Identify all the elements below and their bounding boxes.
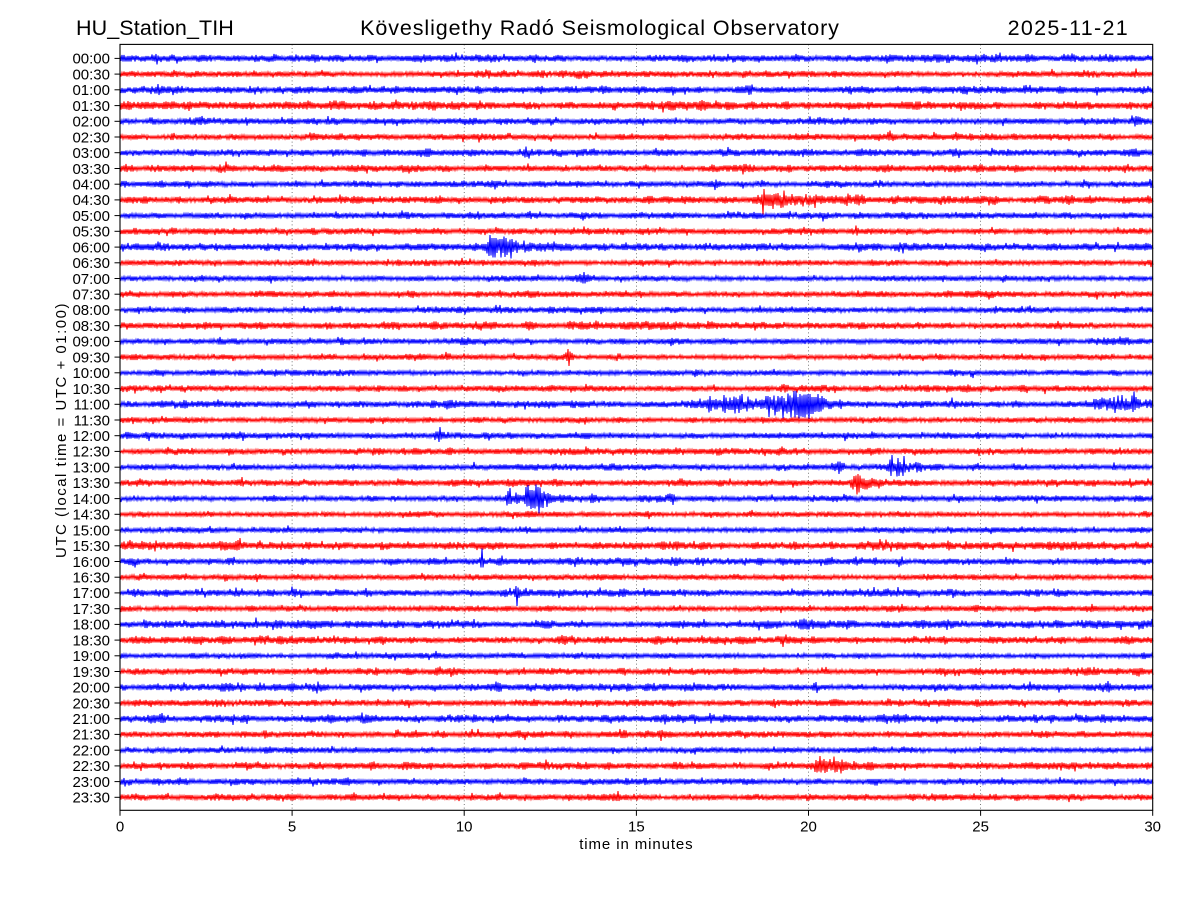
svg-text:09:30: 09:30 xyxy=(72,349,110,366)
svg-text:0: 0 xyxy=(116,818,124,835)
svg-text:Kövesligethy Radó Seismologica: Kövesligethy Radó Seismological Observat… xyxy=(360,16,840,40)
svg-text:22:30: 22:30 xyxy=(72,758,110,775)
svg-text:21:30: 21:30 xyxy=(72,727,110,744)
svg-text:UTC (local time = UTC + 01:00): UTC (local time = UTC + 01:00) xyxy=(53,302,70,558)
svg-text:14:30: 14:30 xyxy=(72,507,110,524)
svg-text:14:00: 14:00 xyxy=(72,491,110,508)
svg-text:03:00: 03:00 xyxy=(72,145,110,162)
svg-text:15: 15 xyxy=(628,818,645,835)
svg-text:04:30: 04:30 xyxy=(72,192,110,209)
svg-text:01:30: 01:30 xyxy=(72,98,110,115)
svg-text:19:30: 19:30 xyxy=(72,664,110,681)
svg-text:time in minutes: time in minutes xyxy=(579,836,693,853)
svg-text:25: 25 xyxy=(972,818,989,835)
svg-text:03:30: 03:30 xyxy=(72,161,110,178)
svg-text:04:00: 04:00 xyxy=(72,177,110,194)
svg-text:02:00: 02:00 xyxy=(72,114,110,131)
svg-text:08:30: 08:30 xyxy=(72,318,110,335)
svg-text:20:00: 20:00 xyxy=(72,680,110,697)
svg-text:16:30: 16:30 xyxy=(72,570,110,587)
svg-text:06:30: 06:30 xyxy=(72,255,110,272)
svg-text:18:30: 18:30 xyxy=(72,632,110,649)
svg-text:01:00: 01:00 xyxy=(72,82,110,99)
svg-text:02:30: 02:30 xyxy=(72,129,110,146)
svg-text:07:30: 07:30 xyxy=(72,287,110,304)
svg-text:00:00: 00:00 xyxy=(72,51,110,68)
svg-text:07:00: 07:00 xyxy=(72,271,110,288)
svg-text:17:00: 17:00 xyxy=(72,585,110,602)
svg-text:17:30: 17:30 xyxy=(72,601,110,618)
svg-text:22:00: 22:00 xyxy=(72,743,110,760)
svg-text:10:30: 10:30 xyxy=(72,381,110,398)
svg-text:21:00: 21:00 xyxy=(72,711,110,728)
svg-text:13:30: 13:30 xyxy=(72,475,110,492)
svg-text:13:00: 13:00 xyxy=(72,460,110,477)
svg-text:15:00: 15:00 xyxy=(72,522,110,539)
svg-text:5: 5 xyxy=(288,818,296,835)
svg-text:12:00: 12:00 xyxy=(72,428,110,445)
svg-text:09:00: 09:00 xyxy=(72,334,110,351)
svg-text:10: 10 xyxy=(456,818,473,835)
svg-text:11:00: 11:00 xyxy=(74,397,110,414)
svg-text:08:00: 08:00 xyxy=(72,302,110,319)
svg-text:05:30: 05:30 xyxy=(72,224,110,241)
svg-text:20: 20 xyxy=(800,818,817,835)
svg-text:HU_Station_TIH: HU_Station_TIH xyxy=(76,16,234,40)
svg-text:11:30: 11:30 xyxy=(74,412,110,429)
svg-text:12:30: 12:30 xyxy=(72,444,110,461)
svg-text:20:30: 20:30 xyxy=(72,695,110,712)
svg-text:16:00: 16:00 xyxy=(72,554,110,571)
svg-text:18:00: 18:00 xyxy=(72,617,110,634)
svg-text:10:00: 10:00 xyxy=(72,365,110,382)
svg-text:2025-11-21: 2025-11-21 xyxy=(1008,16,1129,40)
svg-text:23:30: 23:30 xyxy=(72,790,110,807)
svg-text:30: 30 xyxy=(1144,818,1161,835)
svg-text:15:30: 15:30 xyxy=(72,538,110,555)
svg-text:06:00: 06:00 xyxy=(72,239,110,256)
svg-text:00:30: 00:30 xyxy=(72,66,110,83)
svg-text:19:00: 19:00 xyxy=(72,648,110,665)
svg-text:23:00: 23:00 xyxy=(72,774,110,791)
svg-text:05:00: 05:00 xyxy=(72,208,110,225)
